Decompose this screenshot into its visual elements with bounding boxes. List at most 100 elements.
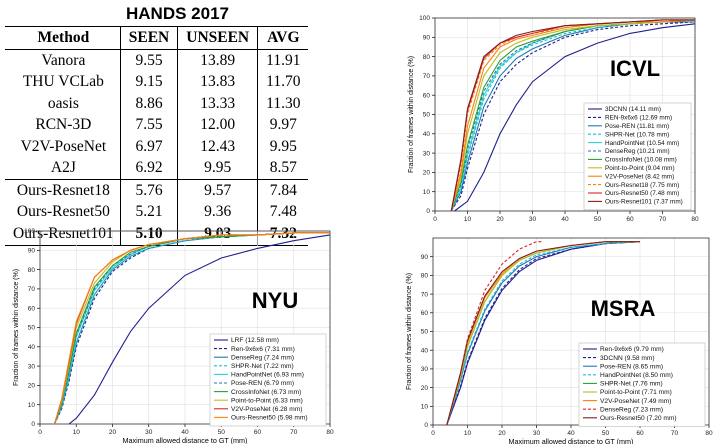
legend-entry: Ren-9x6x6 (7.31 mm) bbox=[231, 346, 295, 353]
cell-method: Vanora bbox=[41, 51, 86, 69]
y-tick-label: 100 bbox=[419, 15, 430, 22]
x-tick-label: 50 bbox=[594, 216, 602, 223]
y-tick-label: 90 bbox=[423, 35, 431, 42]
x-axis-label: Maximum allowed distance to GT (mm) bbox=[509, 437, 634, 444]
cell-unseen: 9.57 bbox=[177, 179, 258, 202]
series-line bbox=[446, 241, 641, 426]
legend-entry: SHPR-Net (10.78 mm) bbox=[605, 131, 669, 138]
series-line bbox=[68, 234, 331, 425]
table-row: THU VCLab 9.15 13.83 11.70 bbox=[5, 71, 309, 93]
x-tick-label: 60 bbox=[636, 430, 644, 437]
x-tick-label: 40 bbox=[561, 216, 569, 223]
plot-frame bbox=[434, 17, 696, 212]
cell-unseen: 13.89 bbox=[177, 49, 258, 72]
x-tick-label: 80 bbox=[691, 216, 699, 223]
dataset-label: NYU bbox=[252, 288, 298, 313]
legend-entry: Ours-Resnet18 (7.75 mm) bbox=[605, 182, 679, 189]
table-row: Ours-Resnet18 5.76 9.57 7.84 bbox=[5, 179, 309, 202]
legend-entry: Ren-9x6x6 (9.79 mm) bbox=[600, 346, 664, 353]
legend-entry: V2V-PoseNet (8.42 mm) bbox=[605, 173, 674, 180]
legend: Ren-9x6x6 (9.79 mm) 3DCNN (9.58 mm)Pose-R… bbox=[578, 342, 706, 427]
series-line bbox=[450, 21, 696, 212]
x-axis-label: Maximum allowed distance to GT (mm) bbox=[503, 223, 628, 224]
series-lines bbox=[53, 232, 331, 425]
cell-avg: 7.48 bbox=[257, 201, 309, 223]
y-tick-label: 50 bbox=[421, 329, 429, 336]
y-tick-label: 80 bbox=[28, 267, 36, 274]
table-row: Ours-Resnet50 5.21 9.36 7.48 bbox=[5, 201, 309, 223]
legend-entry: Pose-REN (8.65 mm) bbox=[600, 363, 663, 370]
legend-entry: DenseReg (7.24 mm) bbox=[231, 354, 294, 361]
icvl-chart: 0 10 20 30 40 50 60 70 80 0 10 20 30 40 50 60 70 80 90 100 M… bbox=[408, 15, 699, 224]
x-tick-label: 20 bbox=[109, 429, 117, 436]
x-tick-label: 70 bbox=[290, 429, 298, 436]
legend-entry: Point-to-Point (6.33 mm) bbox=[231, 397, 303, 404]
x-tick-label: 50 bbox=[602, 430, 610, 437]
cell-unseen: 12.00 bbox=[177, 114, 258, 136]
legend-entry: DenseReg (7.23 mm) bbox=[600, 406, 663, 413]
y-tick-label: 70 bbox=[28, 286, 36, 293]
cell-seen: 5.21 bbox=[119, 201, 178, 223]
table-row: V2V-PoseNet 6.97 12.43 9.95 bbox=[5, 136, 309, 158]
y-tick-label: 90 bbox=[421, 254, 429, 261]
x-tick-label: 70 bbox=[659, 216, 667, 223]
cell-method: Ours-Resnet18 bbox=[5, 179, 121, 202]
y-tick-label: 20 bbox=[423, 170, 431, 177]
x-tick-label: 70 bbox=[671, 430, 679, 437]
legend-box bbox=[583, 102, 692, 211]
y-tick-label: 30 bbox=[421, 366, 429, 373]
legend-entry: Ours-Resnet50 (7.20 mm) bbox=[600, 415, 677, 422]
legend-entry: 3DCNN (14.11 mm) bbox=[605, 106, 661, 113]
header-avg: AVG bbox=[257, 26, 309, 50]
y-tick-label: 70 bbox=[421, 291, 429, 298]
cell-method: RCN-3D bbox=[35, 116, 92, 134]
y-axis-label: Fraction of frames within distance (%) bbox=[406, 273, 413, 390]
x-tick-label: 80 bbox=[326, 429, 334, 436]
y-tick-label: 60 bbox=[421, 310, 429, 317]
cell-unseen: 12.43 bbox=[177, 136, 258, 158]
y-tick-label: 60 bbox=[28, 305, 36, 312]
series-line bbox=[454, 23, 696, 212]
legend-entry: Ours-Resnet101 (7.37 mm) bbox=[605, 199, 683, 206]
y-tick-label: 10 bbox=[28, 402, 36, 409]
legend-entry: HandPointNet (10.54 mm) bbox=[605, 140, 679, 147]
series-line bbox=[450, 19, 696, 212]
y-tick-label: 70 bbox=[423, 73, 431, 80]
y-axis-label: Fraction of frames within distance (%) bbox=[13, 269, 20, 386]
y-tick-label: 60 bbox=[423, 92, 431, 99]
table-row: oasis 8.86 13.33 11.30 bbox=[5, 93, 309, 115]
series-line bbox=[446, 241, 641, 426]
x-tick-label: 30 bbox=[145, 429, 153, 436]
legend-box bbox=[578, 342, 706, 427]
cell-unseen: 13.83 bbox=[177, 71, 258, 93]
tick-labels: 0 10 20 30 40 50 60 70 80 0 10 20 30 40 50 60 70 80 90 100 bbox=[24, 228, 334, 436]
series-lines bbox=[446, 241, 641, 426]
table-row: RCN-3D 7.55 12.00 9.97 bbox=[5, 114, 309, 136]
legend-entry: CrossInfoNet (6.73 mm) bbox=[231, 389, 301, 396]
y-tick-label: 50 bbox=[423, 112, 431, 119]
cell-seen: 8.86 bbox=[119, 93, 178, 115]
x-tick-label: 20 bbox=[496, 216, 504, 223]
cell-avg: 7.84 bbox=[257, 179, 309, 202]
cell-method: Ours-Resnet50 bbox=[16, 203, 110, 221]
cell-seen: 9.55 bbox=[119, 49, 178, 72]
dataset-label: MSRA bbox=[591, 296, 656, 321]
dataset-label: ICVL bbox=[610, 56, 660, 81]
cell-avg: 9.95 bbox=[257, 136, 309, 158]
results-table: Method SEEN UNSEEN AVG Vanora 9.55 13.89 11… bbox=[5, 26, 309, 246]
x-tick-label: 0 bbox=[431, 430, 435, 437]
cell-method: oasis bbox=[47, 94, 79, 112]
nyu-chart-panel: 0 10 20 30 40 50 60 70 80 0 10 20 30 40 50 60 70 80 90 100 M… bbox=[0, 224, 340, 444]
msra-chart: 0 10 20 30 40 50 60 70 80 0 10 20 30 40 50 60 70 80 90 Maxi… bbox=[406, 237, 713, 444]
legend-entry: SHPR-Net (7.76 mm) bbox=[600, 381, 663, 388]
legend-entry: Point-to-Point (7.71 mm) bbox=[600, 389, 672, 396]
cell-seen: 6.92 bbox=[119, 157, 178, 180]
plot-frame bbox=[39, 230, 331, 425]
legend-entry: V2V-PoseNet (6.28 mm) bbox=[231, 406, 302, 413]
cell-unseen: 9.95 bbox=[177, 157, 258, 180]
legend: 3DCNN (14.11 mm) REN-9x6x6 (12.69 mm)Pose… bbox=[583, 102, 692, 211]
cell-method: THU VCLab bbox=[22, 73, 104, 91]
legend: LRF (12.58 mm) Ren-9x6x6 (7.31 mm)DenseRe… bbox=[209, 333, 327, 427]
x-tick-label: 10 bbox=[464, 216, 472, 223]
legend-box bbox=[209, 333, 327, 427]
